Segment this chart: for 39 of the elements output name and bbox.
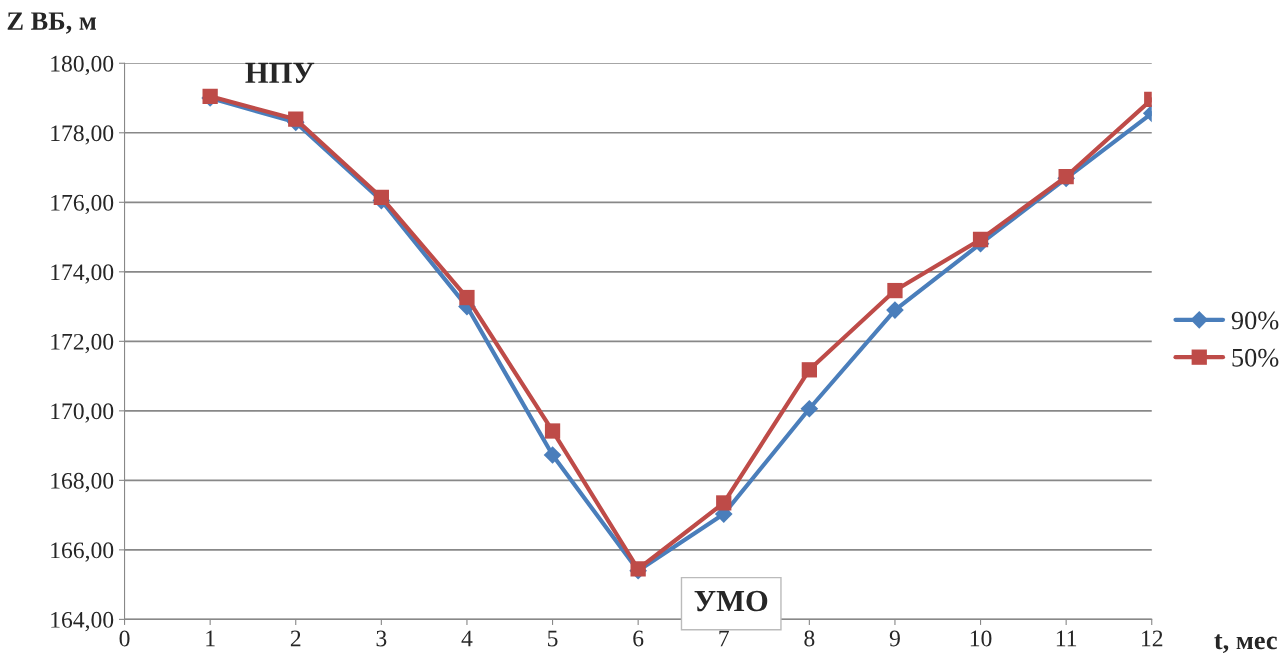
y-tick-label: 170,00 xyxy=(51,403,114,423)
point xyxy=(972,231,989,248)
y-tick-label: 176,00 xyxy=(51,194,114,215)
legend-label: 90% xyxy=(1231,311,1279,330)
x-tick-label: 10 xyxy=(970,630,992,647)
x-tick-label: 2 xyxy=(290,630,301,647)
point xyxy=(800,399,819,418)
y-tick-label: 180,00 xyxy=(51,55,114,76)
x-tick-label: 0 xyxy=(119,630,130,647)
x-tick-label: 5 xyxy=(548,630,558,647)
y-tick-label: 164,00 xyxy=(51,611,114,632)
point xyxy=(373,189,389,206)
y-tick-label: 168,00 xyxy=(51,472,114,493)
x-tick-label: 12 xyxy=(1142,630,1163,647)
y-tick-label: 172,00 xyxy=(51,333,114,354)
annotation: УМО xyxy=(694,590,768,612)
x-tick-label: 8 xyxy=(804,630,815,647)
point xyxy=(459,289,475,306)
annotation: НПУ xyxy=(245,62,315,84)
x-tick-label: 1 xyxy=(206,630,215,647)
x-tick-label: 6 xyxy=(633,630,644,647)
point xyxy=(801,362,817,378)
point xyxy=(716,495,732,511)
y-axis-title: Z ВБ, м xyxy=(7,12,97,34)
x-tick-label: 7 xyxy=(719,630,729,647)
x-tick-label: 11 xyxy=(1056,630,1077,647)
y-tick-label: 166,00 xyxy=(51,542,114,562)
x-axis-title: t, мес xyxy=(1214,634,1277,654)
y-tick-label: 178,00 xyxy=(51,125,114,145)
point xyxy=(543,446,562,464)
x-tick-label: 4 xyxy=(461,630,473,647)
point xyxy=(887,282,903,299)
point xyxy=(886,301,904,319)
y-tick-label: 174,00 xyxy=(51,264,114,284)
x-tick-label: 3 xyxy=(376,630,387,647)
point xyxy=(288,111,304,127)
point xyxy=(544,423,561,439)
x-tick-label: 9 xyxy=(889,630,900,647)
legend-label: 50% xyxy=(1232,348,1279,367)
